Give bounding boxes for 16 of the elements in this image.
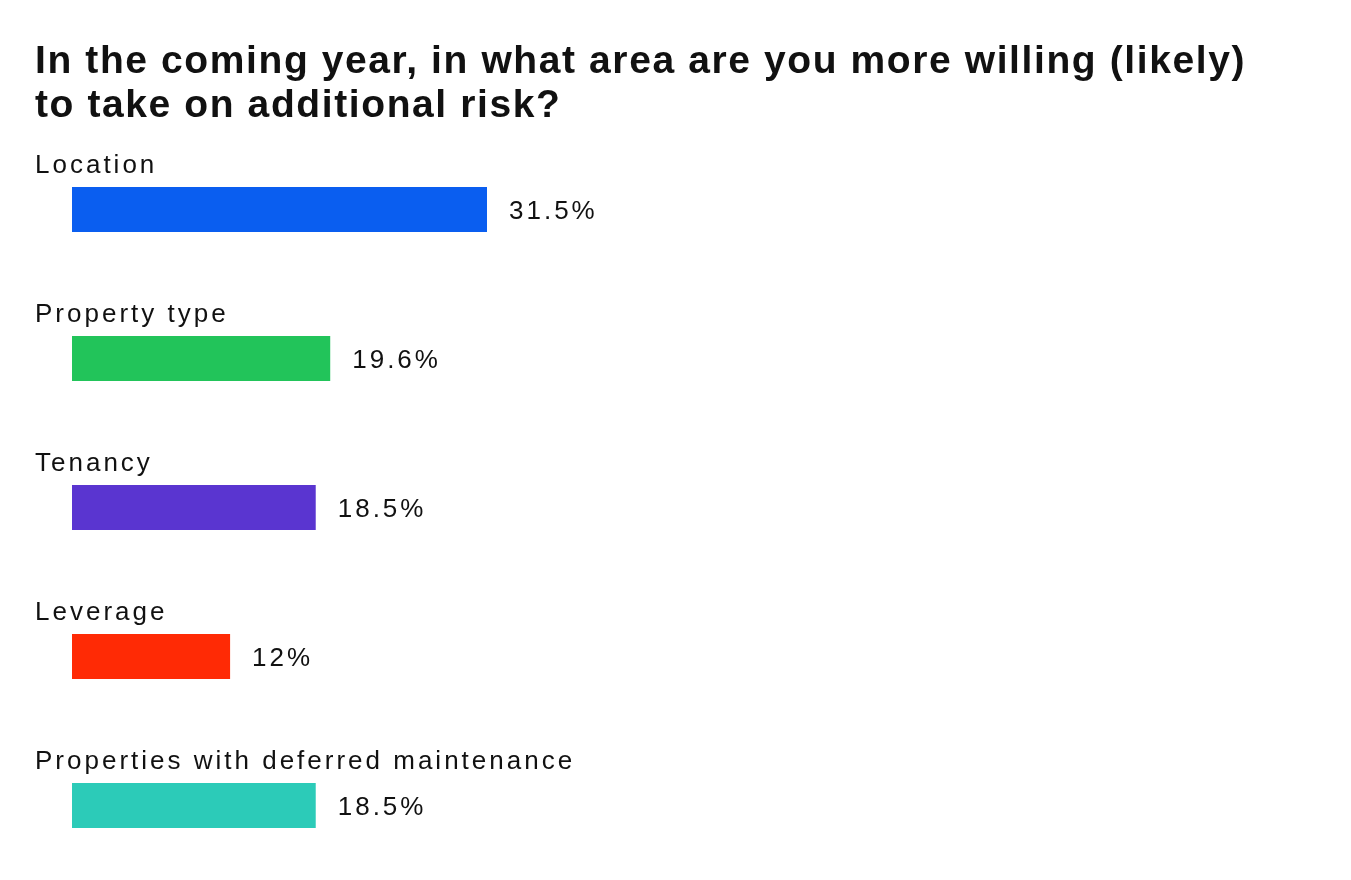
data-label: 18.5% — [337, 790, 427, 821]
bar — [72, 336, 331, 381]
y-tick-label: Properties with deferred maintenance — [35, 745, 576, 775]
data-label: 18.5% — [337, 492, 427, 523]
data-label: 31.5% — [509, 194, 598, 225]
bar — [72, 187, 487, 232]
data-label: 12% — [252, 641, 314, 672]
y-tick-label: Tenancy — [35, 447, 153, 477]
data-label: 19.6% — [352, 343, 441, 374]
text: In the coming year, in what area are you more willing (likely) to take on additional risk? — [35, 38, 1248, 126]
y-tick-label: Location — [35, 149, 158, 179]
bar — [72, 634, 231, 679]
y-tick-label: Property type — [35, 298, 229, 328]
bar — [72, 783, 316, 828]
y-tick-label: Leverage — [35, 596, 168, 626]
bar — [72, 485, 316, 530]
